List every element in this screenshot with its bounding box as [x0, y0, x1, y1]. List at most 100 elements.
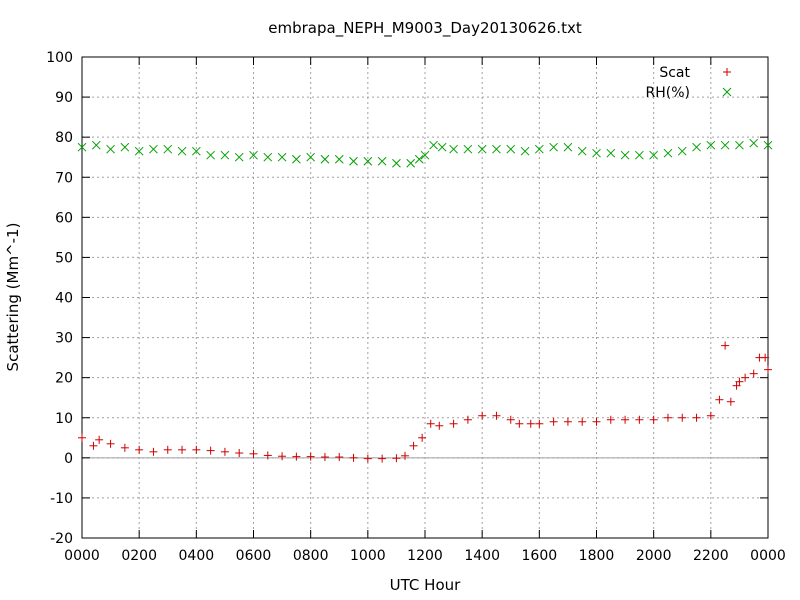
- marker-stroke: [663, 148, 673, 158]
- data-point-rh: [263, 152, 273, 162]
- y-axis-ticks: -20 -10 0 10 20 30 40 50 60 70 80 90 100: [46, 50, 768, 547]
- series-rh: [77, 138, 773, 168]
- data-point-rh: [592, 148, 601, 158]
- data-point-rh: [149, 144, 158, 154]
- data-point-rh: [120, 142, 130, 152]
- data-point-scat: [515, 419, 524, 428]
- y-tick-label: 90: [55, 90, 73, 106]
- x-tick-label: 1600: [522, 548, 558, 564]
- data-point-scat: [292, 452, 301, 461]
- marker-stroke: [563, 142, 573, 152]
- marker-stroke: [649, 150, 659, 160]
- data-point-scat: [764, 365, 772, 374]
- data-point-rh: [649, 150, 659, 160]
- data-point-scat: [249, 449, 258, 458]
- x-tick-label: 0000: [750, 548, 786, 564]
- data-point-scat: [721, 341, 730, 350]
- data-point-scat: [306, 452, 315, 461]
- data-point-rh: [520, 146, 530, 156]
- data-point-rh: [577, 146, 587, 156]
- data-point-scat: [606, 415, 615, 424]
- marker-stroke: [534, 144, 544, 154]
- marker-stroke: [177, 146, 187, 156]
- data-point-rh: [377, 156, 387, 166]
- legend-marker-glyph: [722, 87, 732, 97]
- data-point-rh: [106, 144, 115, 154]
- data-point-scat: [192, 445, 201, 454]
- data-point-rh: [414, 154, 424, 164]
- legend-label-scat: Scat: [659, 65, 690, 81]
- data-point-rh: [249, 150, 258, 160]
- x-tick-label: 1200: [407, 548, 443, 564]
- legend-marker-scat: [723, 68, 731, 76]
- x-tick-label: 1000: [350, 548, 386, 564]
- marker-stroke: [377, 156, 387, 166]
- x-tick-label: 0400: [179, 548, 215, 564]
- data-point-rh: [706, 140, 716, 150]
- data-point-rh: [720, 140, 730, 150]
- marker-stroke: [134, 146, 144, 156]
- marker-stroke: [414, 154, 424, 164]
- data-point-scat: [761, 353, 770, 362]
- data-point-scat: [378, 454, 387, 463]
- x-axis-ticks: 0000 0200 0400 0600 0800 1000 1200 1400 1600 1800…: [64, 57, 786, 564]
- data-point-scat: [235, 449, 244, 458]
- x-tick-label: 0200: [121, 548, 157, 564]
- marker-stroke: [449, 144, 458, 154]
- y-tick-label: 30: [55, 331, 73, 347]
- data-point-scat: [120, 443, 129, 452]
- data-point-scat: [692, 413, 701, 422]
- marker-stroke: [320, 154, 330, 164]
- marker-stroke: [735, 140, 744, 150]
- marker-stroke: [163, 144, 173, 154]
- data-point-scat: [578, 417, 587, 426]
- marker-stroke: [420, 150, 430, 160]
- data-point-scat: [349, 453, 358, 462]
- data-point-scat: [549, 417, 558, 426]
- y-tick-label: 20: [55, 371, 73, 387]
- x-tick-label: 0600: [236, 548, 272, 564]
- data-point-rh: [134, 146, 144, 156]
- data-point-scat: [592, 417, 601, 426]
- marker-stroke: [363, 156, 373, 166]
- data-point-scat: [426, 419, 435, 428]
- marker-stroke: [234, 152, 244, 162]
- data-point-scat: [149, 447, 158, 456]
- marker-stroke: [606, 148, 616, 158]
- marker-stroke: [620, 150, 630, 160]
- data-point-scat: [735, 377, 744, 386]
- data-point-rh: [320, 154, 330, 164]
- legend-label-rh: RH(%): [646, 85, 690, 101]
- y-tick-label: 10: [55, 411, 73, 427]
- data-point-rh: [606, 148, 616, 158]
- marker-stroke: [492, 144, 501, 154]
- marker-stroke: [592, 148, 601, 158]
- marker-stroke: [149, 144, 158, 154]
- data-point-rh: [349, 156, 358, 166]
- data-point-scat: [621, 415, 630, 424]
- data-point-scat: [89, 441, 98, 450]
- data-point-rh: [663, 148, 673, 158]
- marker-stroke: [463, 144, 473, 154]
- data-point-scat: [663, 413, 672, 422]
- data-point-rh: [429, 140, 438, 150]
- data-point-scat: [749, 369, 758, 378]
- data-point-rh: [163, 144, 173, 154]
- data-point-scat: [492, 411, 501, 420]
- data-point-scat: [400, 451, 409, 460]
- data-point-rh: [549, 142, 558, 152]
- data-point-scat: [535, 419, 544, 428]
- y-tick-label: -10: [50, 491, 73, 507]
- marker-stroke: [429, 140, 438, 150]
- marker-stroke: [722, 87, 732, 97]
- marker-stroke: [763, 140, 773, 150]
- marker-stroke: [437, 142, 447, 152]
- data-point-rh: [234, 152, 244, 162]
- marker-stroke: [106, 144, 115, 154]
- data-point-rh: [77, 142, 87, 152]
- data-point-scat: [706, 411, 715, 420]
- marker-stroke: [263, 152, 273, 162]
- data-point-scat: [363, 454, 372, 463]
- data-point-rh: [206, 150, 215, 160]
